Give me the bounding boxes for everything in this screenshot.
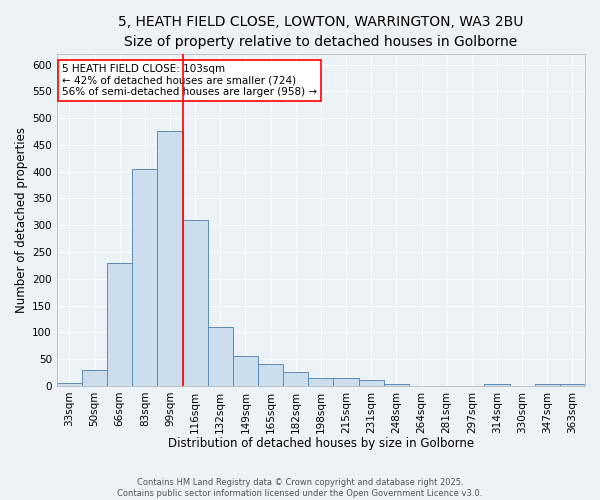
Y-axis label: Number of detached properties: Number of detached properties — [15, 127, 28, 313]
Bar — [484, 384, 509, 386]
Bar — [82, 370, 107, 386]
Bar — [132, 169, 157, 386]
Title: 5, HEATH FIELD CLOSE, LOWTON, WARRINGTON, WA3 2BU
Size of property relative to d: 5, HEATH FIELD CLOSE, LOWTON, WARRINGTON… — [118, 15, 524, 48]
Bar — [57, 383, 82, 386]
Bar — [258, 364, 283, 386]
Bar — [107, 262, 132, 386]
Text: Contains HM Land Registry data © Crown copyright and database right 2025.
Contai: Contains HM Land Registry data © Crown c… — [118, 478, 482, 498]
Bar — [308, 378, 334, 386]
Bar — [560, 384, 585, 386]
Bar — [208, 327, 233, 386]
Bar — [157, 132, 182, 386]
Bar — [283, 372, 308, 386]
Bar — [233, 356, 258, 386]
Bar — [384, 384, 409, 386]
X-axis label: Distribution of detached houses by size in Golborne: Distribution of detached houses by size … — [168, 437, 474, 450]
Bar — [334, 378, 359, 386]
Bar — [359, 380, 384, 386]
Bar — [182, 220, 208, 386]
Bar — [535, 384, 560, 386]
Text: 5 HEATH FIELD CLOSE: 103sqm
← 42% of detached houses are smaller (724)
56% of se: 5 HEATH FIELD CLOSE: 103sqm ← 42% of det… — [62, 64, 317, 97]
